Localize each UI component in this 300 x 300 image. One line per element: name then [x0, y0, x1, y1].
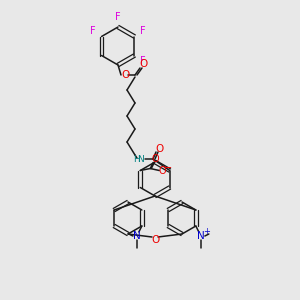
- Text: H: H: [133, 154, 140, 164]
- Text: N: N: [197, 231, 205, 241]
- Text: +: +: [203, 227, 210, 236]
- Text: O: O: [152, 154, 159, 164]
- Text: F: F: [115, 12, 121, 22]
- Text: O: O: [151, 235, 159, 245]
- Text: N: N: [133, 231, 141, 241]
- Text: F: F: [140, 56, 146, 65]
- Text: −: −: [163, 164, 172, 173]
- Text: F: F: [140, 26, 146, 37]
- Text: O: O: [158, 166, 166, 176]
- Text: F: F: [90, 26, 96, 37]
- Text: O: O: [156, 144, 164, 154]
- Text: N: N: [138, 154, 144, 164]
- Text: O: O: [121, 70, 129, 80]
- Text: O: O: [139, 59, 147, 69]
